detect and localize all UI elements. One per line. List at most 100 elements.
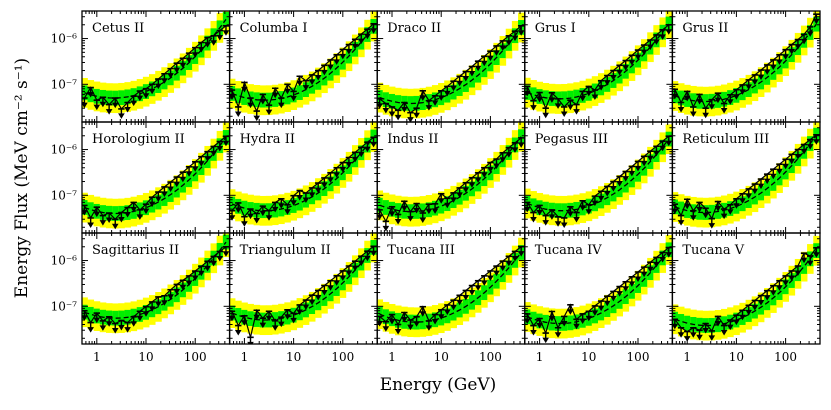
upper-limit-marker bbox=[708, 98, 716, 110]
upper-limit-marker bbox=[603, 295, 611, 307]
upper-limit-marker bbox=[136, 209, 144, 220]
limit-line bbox=[674, 134, 817, 220]
upper-limit-marker bbox=[247, 97, 254, 109]
upper-limit-marker bbox=[308, 74, 316, 85]
upper-limit-marker bbox=[314, 69, 322, 81]
upper-limit-marker bbox=[628, 276, 636, 287]
upper-limit-marker bbox=[757, 69, 765, 81]
upper-limit-marker bbox=[130, 201, 137, 213]
upper-limit-marker bbox=[419, 90, 427, 101]
panel-title: Grus I bbox=[535, 21, 576, 36]
upper-limit-marker bbox=[413, 315, 420, 327]
upper-limit-marker bbox=[585, 85, 593, 97]
x-tick-label: 1 bbox=[93, 350, 101, 364]
upper-limit-marker bbox=[622, 59, 629, 71]
panel: Hydra II bbox=[228, 121, 378, 234]
median-line bbox=[379, 252, 522, 323]
upper-limit-marker bbox=[351, 38, 359, 50]
upper-limit-marker bbox=[241, 215, 248, 227]
upper-limit-marker bbox=[763, 64, 771, 75]
upper-limit-marker bbox=[702, 207, 709, 219]
x-tick-label: 1 bbox=[536, 350, 544, 364]
upper-limit-marker bbox=[782, 275, 789, 286]
upper-limit-marker bbox=[683, 90, 691, 102]
band-68-bin bbox=[677, 201, 685, 217]
y-tick-label: 10⁻⁶ bbox=[51, 32, 78, 46]
upper-limit-marker bbox=[788, 270, 796, 281]
limit-line bbox=[83, 25, 227, 110]
upper-limit-marker bbox=[173, 283, 181, 295]
upper-limit-marker bbox=[505, 146, 513, 158]
upper-limit-marker bbox=[185, 275, 193, 286]
upper-limit-marker bbox=[105, 315, 113, 327]
upper-limit-marker bbox=[290, 194, 297, 206]
upper-limit-marker bbox=[339, 161, 347, 173]
upper-limit-marker bbox=[314, 289, 322, 301]
upper-limit-marker bbox=[394, 323, 402, 335]
upper-limit-marker bbox=[444, 304, 451, 315]
upper-limit-marker bbox=[296, 189, 304, 201]
band-68-bin bbox=[112, 310, 119, 326]
upper-limit-marker bbox=[616, 175, 623, 187]
upper-limit-marker bbox=[616, 64, 623, 76]
band-68-bin bbox=[382, 309, 390, 325]
upper-limit-marker bbox=[493, 45, 500, 56]
upper-limit-marker bbox=[234, 202, 242, 213]
upper-limit-marker bbox=[468, 176, 476, 188]
upper-limit-marker bbox=[585, 310, 593, 322]
upper-limit-marker bbox=[401, 311, 408, 323]
band-68-bin bbox=[87, 202, 95, 218]
upper-limit-marker bbox=[253, 309, 261, 321]
upper-limit-marker bbox=[733, 88, 740, 100]
band-68-bin bbox=[241, 90, 248, 105]
upper-limit-marker bbox=[708, 330, 716, 341]
band-68-bin bbox=[118, 90, 125, 106]
x-tick-label: 10 bbox=[286, 350, 301, 364]
upper-limit-marker bbox=[111, 322, 119, 334]
upper-limit-marker bbox=[271, 320, 279, 331]
upper-limit-marker bbox=[640, 44, 648, 56]
x-tick-label: 10 bbox=[434, 350, 449, 364]
band-68-bin bbox=[530, 198, 537, 214]
upper-limit-marker bbox=[407, 319, 414, 331]
upper-limit-marker bbox=[567, 206, 574, 217]
upper-limit-marker bbox=[690, 106, 697, 117]
upper-limit-marker bbox=[806, 138, 814, 150]
upper-limit-marker bbox=[616, 285, 623, 297]
limit-line bbox=[231, 245, 374, 338]
upper-limit-marker bbox=[468, 284, 476, 296]
upper-limit-marker bbox=[474, 279, 482, 291]
panel-title: Pegasus III bbox=[535, 132, 608, 147]
limit-line bbox=[526, 247, 670, 335]
upper-limit-marker bbox=[499, 40, 507, 51]
y-tick-label: 10⁻⁶ bbox=[51, 254, 78, 268]
band-68-bin bbox=[444, 308, 451, 324]
upper-limit-marker bbox=[216, 140, 224, 152]
upper-limit-marker bbox=[603, 74, 611, 86]
limit-line bbox=[379, 25, 522, 114]
band-68-bin bbox=[677, 90, 685, 106]
band-68-bin bbox=[708, 204, 716, 220]
upper-limit-marker bbox=[93, 312, 101, 324]
upper-limit-marker bbox=[321, 64, 328, 76]
upper-limit-marker bbox=[198, 41, 205, 53]
upper-limit-marker bbox=[567, 99, 574, 111]
upper-limit-marker bbox=[351, 151, 359, 163]
band-68-bin bbox=[518, 129, 525, 145]
band-68-bin bbox=[118, 310, 125, 326]
upper-limit-marker bbox=[769, 168, 777, 180]
band-68-bin bbox=[235, 308, 242, 323]
band-68-bin bbox=[112, 206, 119, 221]
upper-limit-marker bbox=[394, 109, 402, 121]
upper-limit-marker bbox=[456, 187, 463, 198]
upper-limit-marker bbox=[351, 260, 359, 272]
band-68-bin bbox=[296, 85, 304, 100]
upper-limit-marker bbox=[388, 106, 396, 117]
upper-limit-marker bbox=[751, 299, 759, 311]
upper-limit-marker bbox=[167, 67, 174, 79]
band-68-bin bbox=[684, 203, 691, 218]
upper-limit-marker bbox=[530, 324, 537, 336]
upper-limit-marker bbox=[161, 72, 168, 84]
upper-limit-marker bbox=[327, 279, 334, 291]
upper-limit-marker bbox=[690, 326, 697, 338]
